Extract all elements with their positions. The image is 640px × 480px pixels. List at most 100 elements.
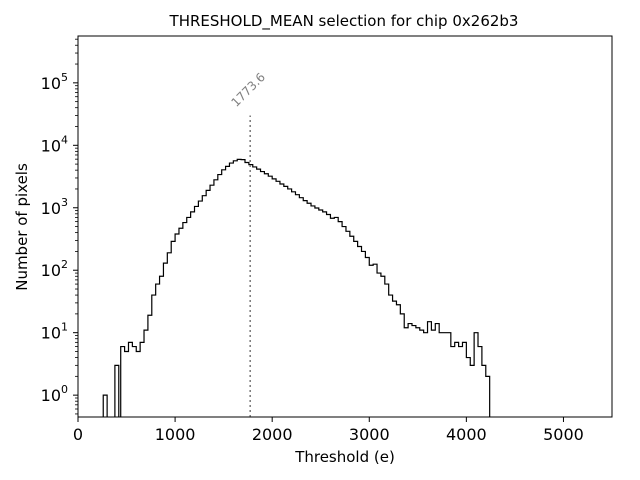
histogram-bin [202, 196, 206, 417]
histogram-bin [393, 301, 397, 417]
histogram-bin [237, 159, 241, 417]
histogram-bin [128, 342, 132, 417]
histogram-bin [443, 333, 447, 417]
histogram-bin [191, 212, 195, 417]
histogram-bin [354, 241, 358, 417]
threshold-mean-label: 1773.6 [228, 70, 268, 110]
histogram-bin [292, 192, 296, 417]
histogram-bin [288, 189, 292, 417]
histogram-bin [264, 174, 268, 417]
histogram-bin [280, 184, 284, 417]
histogram-bin [160, 276, 164, 417]
x-axis-label: Threshold (e) [294, 448, 395, 466]
histogram-bin [295, 195, 299, 417]
histogram-bin [284, 186, 288, 417]
x-tick-label: 3000 [349, 425, 390, 444]
histogram-outline [102, 158, 491, 417]
histogram-bin [307, 203, 311, 417]
histogram-bin [330, 218, 334, 417]
histogram-bin [424, 333, 428, 417]
histogram-bin [210, 185, 214, 417]
histogram-bin [140, 342, 144, 417]
histogram-bin [226, 166, 230, 417]
histogram-bin [466, 358, 470, 417]
y-tick-label: 103 [41, 196, 68, 218]
x-tick-label: 4000 [446, 425, 487, 444]
histogram-bin [459, 347, 463, 417]
histogram-bin [323, 212, 327, 417]
histogram-bin [400, 314, 404, 417]
histogram-bin [428, 322, 432, 417]
histogram-bin [276, 181, 280, 417]
histogram-bin [346, 231, 350, 417]
histogram-bin [167, 253, 171, 417]
plot-area: 1773.6 [102, 70, 491, 418]
histogram-bin [470, 365, 474, 417]
histogram-bin [136, 351, 140, 417]
histogram-bin [385, 284, 389, 417]
histogram-bin [144, 330, 148, 417]
histogram-bin [420, 330, 424, 417]
histogram-bin [338, 222, 342, 417]
histogram-bin [272, 179, 276, 417]
histogram-bin [125, 351, 129, 417]
histogram-bin [229, 163, 233, 417]
histogram-bin [303, 201, 307, 417]
histogram-bin [381, 276, 385, 417]
histogram-bin [261, 172, 265, 417]
histogram-bin [342, 227, 346, 417]
y-tick-label: 100 [41, 383, 68, 405]
histogram-bin [222, 170, 226, 417]
histogram-bin [198, 201, 202, 417]
histogram-bin [404, 328, 408, 417]
histogram-bin [431, 330, 435, 417]
histogram-bin [334, 217, 338, 417]
histogram-bin [163, 263, 167, 417]
histogram-bin [439, 333, 443, 417]
histogram-bin [299, 198, 303, 417]
x-tick-label: 1000 [155, 425, 196, 444]
y-tick-label: 102 [41, 258, 68, 280]
histogram-bin [156, 284, 160, 417]
x-tick-label: 5000 [543, 425, 584, 444]
histogram-bin [396, 305, 400, 417]
histogram-bin [373, 264, 377, 417]
histogram-bin [218, 175, 222, 417]
histogram-bin [257, 169, 261, 417]
y-tick-label: 101 [41, 321, 68, 343]
histogram-bin [315, 208, 319, 417]
y-axis: 100 101 102 103 104 105 [41, 38, 78, 415]
histogram-bin [233, 161, 237, 417]
histogram-bin [350, 236, 354, 417]
y-axis-label: Number of pixels [13, 163, 31, 291]
histogram-bin [241, 160, 245, 417]
histogram-bin [416, 328, 420, 417]
histogram-bin [365, 257, 369, 417]
histogram-bin [132, 347, 136, 417]
histogram-bin [195, 206, 199, 417]
histogram-bin [455, 342, 459, 417]
histogram-bin [389, 295, 393, 417]
histogram-bin [435, 324, 439, 417]
chart-title: THRESHOLD_MEAN selection for chip 0x262b… [169, 12, 519, 31]
histogram-bin [171, 241, 175, 417]
x-tick-label: 0 [73, 425, 83, 444]
histogram-bin [408, 324, 412, 417]
histogram-bin [327, 215, 331, 418]
histogram-bin [451, 347, 455, 417]
histogram-bin [412, 326, 416, 417]
histogram-bin [377, 273, 381, 417]
histogram-bin [369, 265, 373, 417]
x-tick-label: 2000 [252, 425, 293, 444]
histogram-bin [358, 246, 362, 417]
y-tick-label: 105 [41, 71, 68, 93]
histogram-bin [253, 167, 257, 417]
histogram-bin [183, 223, 187, 417]
histogram-bin [311, 206, 315, 417]
histogram-bin [179, 228, 183, 417]
histogram-bin [362, 251, 366, 417]
histogram-bin [214, 180, 218, 417]
histogram-bin [319, 210, 323, 417]
histogram-bin [206, 190, 210, 417]
